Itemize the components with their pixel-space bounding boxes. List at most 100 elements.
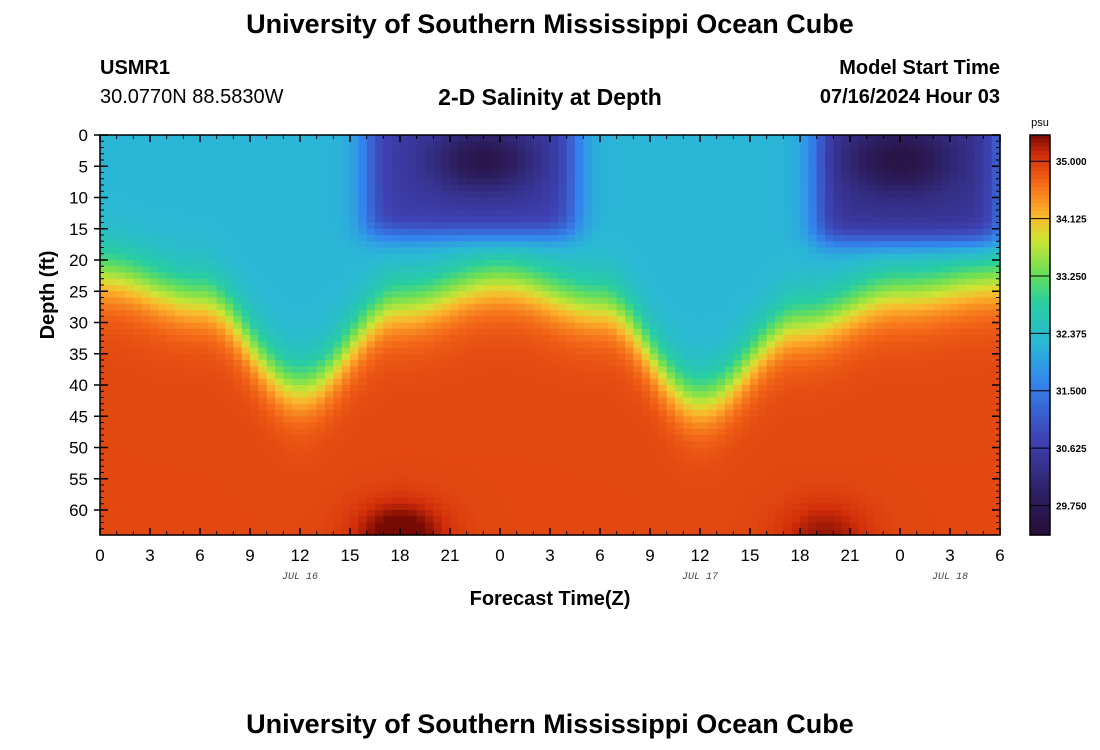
heatmap-cell <box>866 135 876 142</box>
heatmap-cell <box>908 272 918 280</box>
heatmap-cell <box>308 241 318 249</box>
heatmap-cell <box>891 247 901 255</box>
heatmap-cell <box>433 360 443 367</box>
heatmap-cell <box>500 391 509 399</box>
heatmap-cell <box>500 347 509 355</box>
heatmap-cell <box>808 247 818 255</box>
heatmap-cell <box>233 278 243 286</box>
heatmap-cell <box>716 222 726 230</box>
heatmap-cell <box>558 328 568 336</box>
heatmap-cell <box>266 341 276 349</box>
heatmap-cell <box>508 341 518 349</box>
heatmap-cell <box>450 322 459 330</box>
heatmap-cell <box>775 203 784 211</box>
heatmap-cell <box>791 166 801 174</box>
heatmap-cell <box>300 247 309 255</box>
heatmap-cell <box>441 166 451 174</box>
heatmap-cell <box>358 135 368 142</box>
heatmap-cell <box>550 172 559 180</box>
heatmap-cell <box>500 272 509 280</box>
heatmap-cell <box>725 147 734 155</box>
heatmap-cell <box>350 247 359 255</box>
heatmap-cell <box>608 322 618 330</box>
heatmap-cell <box>658 235 668 242</box>
heatmap-cell <box>900 385 909 392</box>
heatmap-cell <box>591 372 601 380</box>
heatmap-cell <box>258 253 268 261</box>
heatmap-cell <box>691 353 701 361</box>
heatmap-cell <box>375 241 384 249</box>
heatmap-cell <box>900 266 909 274</box>
heatmap-cell <box>833 322 843 330</box>
heatmap-cell <box>650 160 659 167</box>
heatmap-cell <box>108 197 118 205</box>
heatmap-cell <box>900 253 909 261</box>
heatmap-cell <box>841 272 851 280</box>
heatmap-cell <box>575 141 584 149</box>
heatmap-cell <box>716 247 726 255</box>
heatmap-cell <box>500 378 509 386</box>
heatmap-cell <box>225 297 234 305</box>
heatmap-cell <box>716 210 726 217</box>
heatmap-cell <box>150 391 159 399</box>
heatmap-cell <box>666 285 676 292</box>
heatmap-cell <box>600 416 609 424</box>
heatmap-cell <box>966 310 976 317</box>
heatmap-cell <box>458 297 468 305</box>
heatmap-cell <box>208 253 218 261</box>
heatmap-cell <box>483 197 493 205</box>
heatmap-cell <box>791 203 801 211</box>
heatmap-cell <box>275 403 284 411</box>
heatmap-cell <box>233 260 243 267</box>
heatmap-cell <box>675 303 684 311</box>
heatmap-cell <box>908 391 918 399</box>
heatmap-cell <box>483 285 493 292</box>
heatmap-cell <box>166 347 176 355</box>
heatmap-cell <box>200 316 209 324</box>
heatmap-cell <box>350 260 359 267</box>
heatmap-cell <box>433 235 443 242</box>
heatmap-cell <box>766 241 776 249</box>
heatmap-cell <box>491 228 501 236</box>
heatmap-cell <box>758 197 768 205</box>
heatmap-cell <box>100 360 109 367</box>
heatmap-cell <box>383 266 393 274</box>
heatmap-cell <box>725 153 734 161</box>
heatmap-cell <box>425 172 434 180</box>
heatmap-cell <box>241 410 251 417</box>
heatmap-cell <box>400 353 409 361</box>
heatmap-cell <box>791 247 801 255</box>
heatmap-cell <box>191 341 201 349</box>
heatmap-cell <box>716 416 726 424</box>
heatmap-cell <box>291 366 301 374</box>
heatmap-cell <box>466 247 476 255</box>
heatmap-cell <box>275 203 284 211</box>
heatmap-cell <box>183 172 193 180</box>
heatmap-cell <box>608 416 618 424</box>
heatmap-cell <box>625 266 634 274</box>
heatmap-cell <box>366 310 376 317</box>
heatmap-cell <box>491 166 501 174</box>
heatmap-cell <box>533 222 543 230</box>
heatmap-cell <box>816 403 826 411</box>
heatmap-cell <box>925 135 934 142</box>
heatmap-cell <box>566 228 576 236</box>
heatmap-cell <box>683 378 693 386</box>
heatmap-cell <box>566 185 576 192</box>
heatmap-cell <box>750 272 759 280</box>
heatmap-cell <box>866 241 876 249</box>
heatmap-cell <box>483 353 493 361</box>
heatmap-cell <box>791 416 801 424</box>
heatmap-cell <box>766 178 776 186</box>
heatmap-cell <box>975 197 984 205</box>
heatmap-cell <box>141 222 151 230</box>
heatmap-cell <box>133 203 143 211</box>
heatmap-cell <box>325 278 334 286</box>
heatmap-cell <box>100 185 109 192</box>
heatmap-cell <box>333 210 343 217</box>
heatmap-cell <box>500 222 509 230</box>
heatmap-cell <box>416 378 426 386</box>
heatmap-cell <box>833 147 843 155</box>
heatmap-cell <box>975 247 984 255</box>
heatmap-cell <box>666 266 676 274</box>
